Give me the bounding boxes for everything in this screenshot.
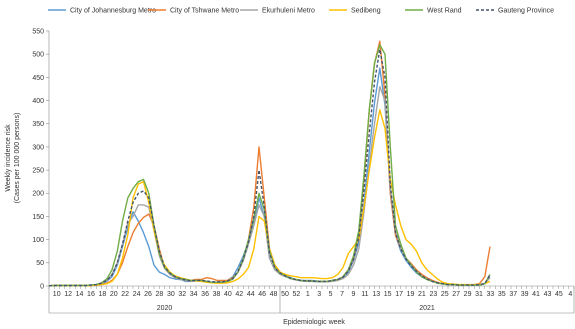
x-tick-label: 33	[487, 291, 495, 298]
x-tick-label: 13	[372, 291, 380, 298]
x-tick-label: 20	[110, 291, 118, 298]
y-tick-label: 250	[32, 167, 44, 174]
x-tick-label: 29	[464, 291, 472, 298]
y-axis: Weekly incidence risk (Cases per 100 000…	[5, 28, 50, 290]
x-axis: 10 12 14 16 18 20 22 24 26 28 30 32 34 36 38 40 42 44 46 48…	[48, 285, 575, 314]
x-tick-label: 43	[544, 291, 552, 298]
x-tick-label: 35	[498, 291, 506, 298]
series-group	[48, 40, 491, 287]
x-tick-label: 16	[87, 291, 95, 298]
x-tick-label: 1	[306, 291, 310, 298]
x-tick-label: 5	[329, 291, 333, 298]
x-tick-label: 39	[521, 291, 529, 298]
x-tick-label: 28	[156, 291, 164, 298]
y-tick-label: 400	[32, 98, 44, 105]
x-tick-label: 34	[190, 291, 198, 298]
x-tick-label: 44	[247, 291, 255, 298]
y-tick-label: 200	[32, 191, 44, 198]
x-tick-label: 10	[53, 291, 61, 298]
legend-label: Gauteng Province	[498, 8, 554, 15]
x-tick-label: 9	[351, 291, 355, 298]
x-tick-label: 22	[121, 291, 129, 298]
y-tick-label: 450	[32, 75, 44, 82]
x-tick-label: 4	[568, 291, 572, 298]
legend-label: Sedibeng	[351, 8, 381, 15]
x-tick-label: 18	[98, 291, 106, 298]
x-tick-label: 14	[76, 291, 84, 298]
year-label-2020: 2020	[157, 305, 173, 312]
x-tick-label: 12	[64, 291, 72, 298]
x-tick-label: 3	[317, 291, 321, 298]
series-line-4	[48, 44, 491, 287]
x-tick-label: 37	[509, 291, 517, 298]
x-tick-label: 50	[281, 291, 289, 298]
x-tick-label: 36	[201, 291, 209, 298]
y-tick-label: 500	[32, 52, 44, 59]
legend: City of Johannesburg Metro City of Tshwan…	[48, 8, 554, 15]
x-tick-label: 11	[361, 291, 368, 298]
x-tick-label: 32	[178, 291, 186, 298]
x-tick-label: 45	[555, 291, 563, 298]
y-tick-label: 150	[32, 214, 44, 221]
legend-label: Ekurhuleni Metro	[262, 8, 315, 15]
y-axis-subtitle: (Cases per 100 000 persons)	[14, 113, 21, 204]
x-tick-label: 48	[270, 291, 278, 298]
legend-label: City of Johannesburg Metro	[70, 8, 156, 15]
y-tick-label: 300	[32, 144, 44, 151]
x-tick-label: 30	[167, 291, 175, 298]
x-tick-label: 46	[258, 291, 266, 298]
series-line-2	[48, 85, 491, 287]
y-tick-label: 100	[32, 237, 44, 244]
x-tick-label: 26	[144, 291, 152, 298]
y-tick-label: 350	[32, 121, 44, 128]
x-tick-label: 7	[340, 291, 344, 298]
y-axis-title: Weekly incidence risk	[5, 124, 12, 192]
x-tick-label: 25	[441, 291, 449, 298]
x-tick-label: 31	[475, 291, 483, 298]
x-tick-label: 52	[292, 291, 300, 298]
y-tick-label: 0	[40, 283, 44, 290]
x-tick-label: 17	[395, 291, 403, 298]
x-tick-label: 15	[384, 291, 392, 298]
legend-label: City of Tshwane Metro	[170, 8, 239, 15]
x-tick-label: 19	[407, 291, 415, 298]
x-axis-title: Epidemiologic week	[283, 319, 345, 326]
y-tick-label: 50	[36, 260, 44, 267]
x-tick-label: 38	[213, 291, 221, 298]
x-tick-label: 23	[429, 291, 437, 298]
x-tick-label: 41	[532, 291, 540, 298]
x-tick-label: 27	[452, 291, 460, 298]
y-tick-label: 550	[32, 28, 44, 35]
x-tick-label: 42	[235, 291, 243, 298]
x-tick-label: 24	[133, 291, 141, 298]
legend-label: West Rand	[427, 8, 462, 15]
x-tick-label: 40	[224, 291, 232, 298]
x-tick-label: 21	[418, 291, 426, 298]
year-label-2021: 2021	[419, 305, 435, 312]
series-line-5	[48, 48, 491, 287]
